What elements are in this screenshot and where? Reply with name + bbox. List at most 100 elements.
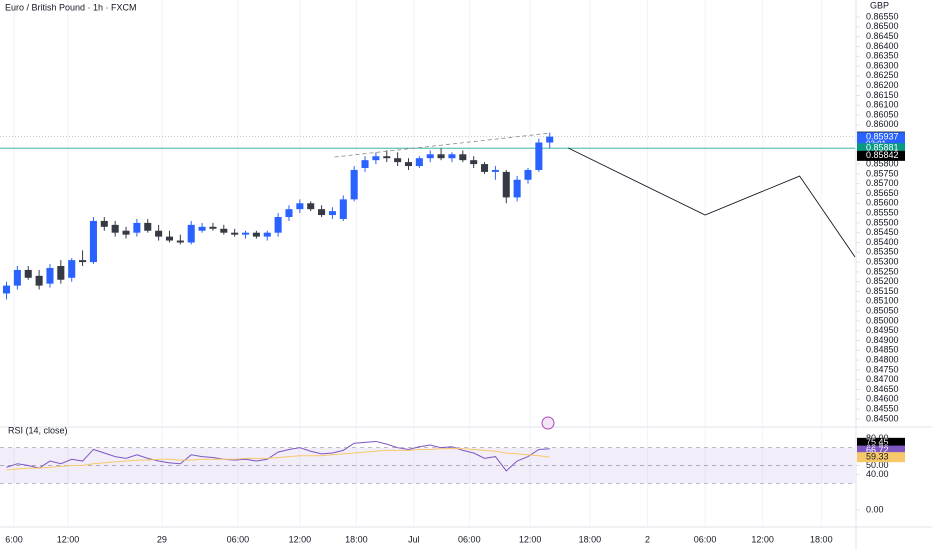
candle-body [122, 230, 130, 235]
y-tick-label: 0.86000 [866, 119, 899, 129]
candle-body [209, 226, 217, 229]
candle-body [535, 142, 543, 170]
currency-label: GBP [870, 0, 889, 10]
y-tick-label: 0.85200 [866, 276, 899, 286]
marks [2, 132, 856, 472]
rsi-tick-label: 0.00 [866, 504, 884, 514]
y-tick-label: 0.84750 [866, 364, 899, 374]
x-tick-label: 6:00 [5, 534, 23, 544]
y-tick-label: 0.85300 [866, 256, 899, 266]
x-tick-label: 06:00 [458, 534, 481, 544]
y-tick-label: 0.84650 [866, 384, 899, 394]
y-tick-label: 0.84600 [866, 394, 899, 404]
candle-body [89, 220, 97, 263]
y-tick-label: 0.85350 [866, 247, 899, 257]
candle-body [35, 275, 43, 286]
x-tick-label: 18:00 [345, 534, 368, 544]
rsi-tag-label: 66.72 [866, 445, 889, 455]
y-tick-label: 0.86350 [866, 51, 899, 61]
rsi-tag [857, 445, 905, 456]
chart-title: Euro / British Pound · 1h · FXCM [5, 2, 137, 12]
candle-body [2, 285, 11, 294]
rsi-tag-label: 75.45 [866, 437, 889, 447]
candle-body [187, 224, 195, 243]
y-tick-label: 0.84550 [866, 403, 899, 413]
candle-body [252, 232, 260, 237]
y-tick-label: 0.86300 [866, 60, 899, 70]
x-tick-label: 06:00 [694, 534, 717, 544]
candle-body [546, 136, 554, 143]
rsi-tick-label: 50.00 [866, 460, 889, 470]
y-tick-label: 0.86200 [866, 80, 899, 90]
candle-body [176, 240, 184, 243]
candle-body [111, 224, 119, 233]
candle-body [285, 209, 293, 218]
candle-body [198, 226, 206, 231]
candle-body [426, 154, 434, 159]
x-tick-label: 12:00 [289, 534, 312, 544]
y-tick-label: 0.85450 [866, 227, 899, 237]
candle-body [144, 222, 152, 231]
candle-body [79, 260, 87, 263]
y-tick-label: 0.86250 [866, 70, 899, 80]
candle-body [361, 160, 369, 169]
y-tick-label: 0.85500 [866, 217, 899, 227]
y-tick-label: 0.85550 [866, 207, 899, 217]
y-tick-label: 0.86100 [866, 100, 899, 110]
y-tick-label: 0.86550 [866, 11, 899, 21]
candle-body [524, 169, 532, 180]
rsi-tick-label: 40.00 [866, 469, 889, 479]
candle-body [241, 232, 250, 235]
price-tag [857, 143, 905, 154]
y-tick-label: 0.86500 [866, 21, 899, 31]
price-tag-label: 0.85937 [866, 132, 899, 142]
x-tick-label: 29 [157, 534, 167, 544]
event-icon[interactable] [541, 416, 555, 430]
candle-body [133, 222, 141, 233]
y-tick-label: 0.84950 [866, 325, 899, 335]
grid [0, 0, 860, 527]
price-tag [857, 150, 905, 161]
candle-body [24, 269, 32, 278]
y-tick-label: 0.85650 [866, 188, 899, 198]
x-tick-label: 12:00 [57, 534, 80, 544]
y-tick-label: 0.86050 [866, 109, 899, 119]
candle-body [513, 179, 521, 198]
y-tick-label: 0.85750 [866, 168, 899, 178]
candle-body [318, 209, 326, 216]
candle-body [57, 266, 65, 280]
y-tick-label: 0.84850 [866, 345, 899, 355]
trend-line [334, 132, 550, 158]
rsi-tag [857, 452, 905, 463]
candle-body [491, 169, 499, 172]
y-tick-label: 0.86450 [866, 31, 899, 41]
rsi-line [6, 440, 550, 472]
x-tick-label: 18:00 [810, 534, 833, 544]
candle-body [383, 156, 391, 159]
candle-body [350, 169, 358, 200]
candle-body [296, 203, 304, 210]
x-tick-label: 18:00 [579, 534, 602, 544]
y-tick-label: 0.85150 [866, 286, 899, 296]
rsi-title: RSI (14, close) [8, 425, 68, 435]
rsi-tag [857, 437, 905, 448]
candle-body [165, 236, 174, 241]
rsi-tag-label: 59.33 [866, 452, 889, 462]
y-tick-label: 0.85400 [866, 237, 899, 247]
candle-body [220, 228, 228, 233]
x-tick-label: 12:00 [519, 534, 542, 544]
y-tick-label: 0.85700 [866, 178, 899, 188]
candle-body [274, 217, 282, 233]
y-tick-label: 0.85100 [866, 296, 899, 306]
candle-body [470, 160, 478, 165]
candle-body [459, 154, 467, 161]
projection-line [567, 147, 856, 258]
y-tick-label: 0.84800 [866, 354, 899, 364]
y-tick-label: 0.86400 [866, 41, 899, 51]
y-tick-label: 0.85000 [866, 315, 899, 325]
x-tick-label: 12:00 [751, 534, 774, 544]
labels: 6:00 12:00 29 06:00 12:00 18:00 Jul 06:00 12:00 1… [5, 11, 905, 544]
candle-body [339, 199, 347, 219]
candle-body [394, 158, 402, 163]
